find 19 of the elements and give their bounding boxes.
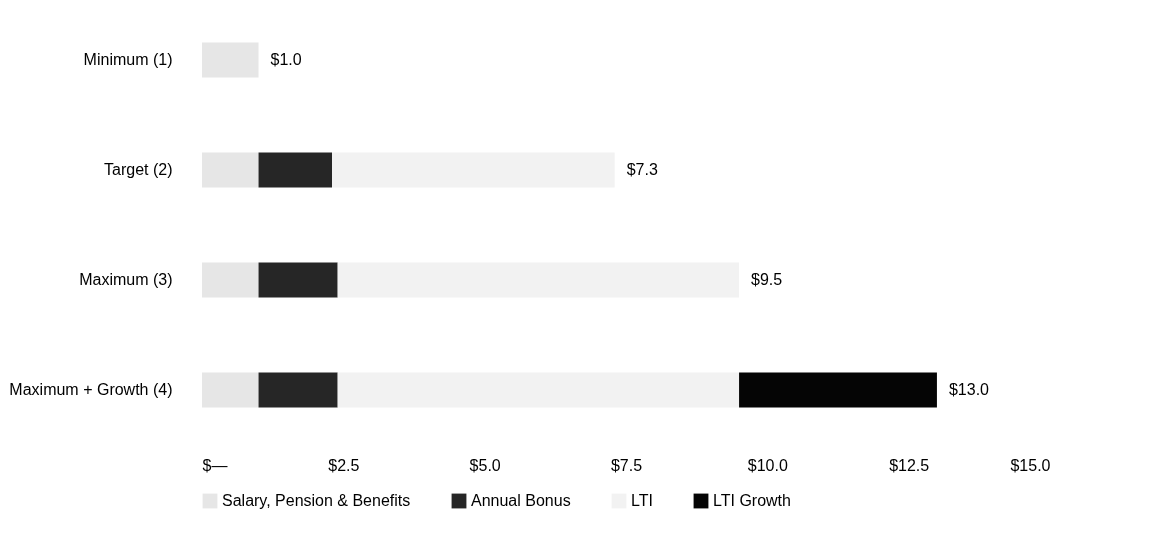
legend-label: Salary, Pension & Benefits <box>222 492 411 509</box>
x-tick-label: $— <box>202 456 228 474</box>
total-label: $7.3 <box>626 161 658 178</box>
y-tick-label: Maximum (3) <box>79 271 173 288</box>
y-tick-label: Maximum + Growth (4) <box>9 381 173 398</box>
legend-label: LTI Growth <box>713 492 791 509</box>
x-tick-label: $7.5 <box>610 456 643 474</box>
total-label: $13.0 <box>948 381 990 398</box>
x-tick-label: $5.0 <box>469 456 501 474</box>
legend-label: LTI <box>631 492 653 509</box>
y-tick-label: Target (2) <box>104 161 173 178</box>
total-label: $9.5 <box>751 271 783 288</box>
x-tick-label: $10.0 <box>747 456 788 474</box>
total-label: $1.0 <box>270 51 302 68</box>
x-tick-label: $15.0 <box>1010 456 1051 474</box>
x-tick-label: $2.5 <box>328 456 360 474</box>
legend-label: Annual Bonus <box>471 492 571 509</box>
y-tick-label: Minimum (1) <box>83 51 173 68</box>
x-tick-label: $12.5 <box>889 456 930 474</box>
